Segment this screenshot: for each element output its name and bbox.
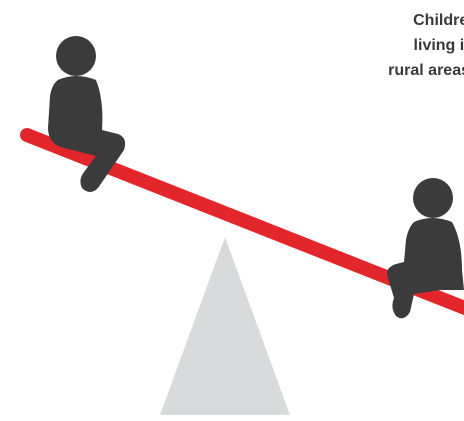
right-child-head (413, 178, 453, 218)
left-child-head (56, 36, 96, 76)
caption-line: living in (414, 37, 464, 54)
caption-line: Children (413, 12, 464, 29)
page: Children living in rural areas (() => { … (0, 0, 464, 421)
caption-line: rural areas (388, 62, 464, 79)
seesaw-illustration: Children living in rural areas (0, 0, 464, 421)
fulcrum (160, 237, 290, 415)
